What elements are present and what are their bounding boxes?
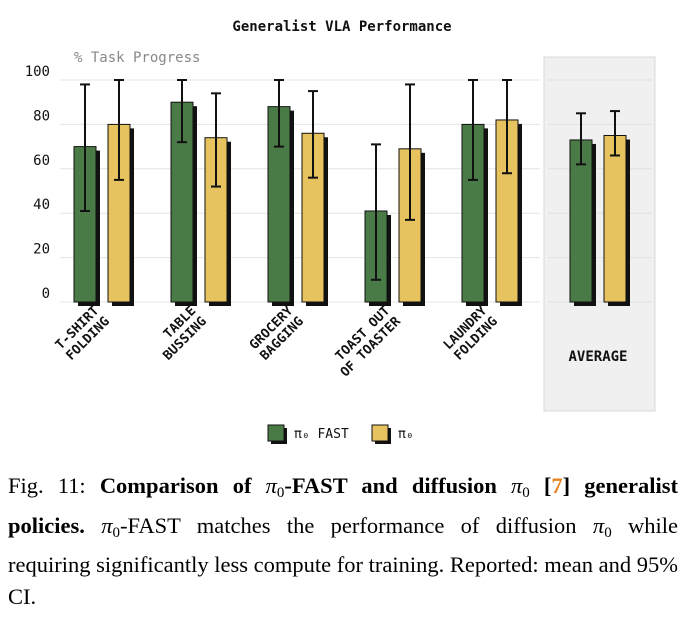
caption-text-a: -FAST matches the performance of diffusi… [120,512,577,538]
legend-label-0: π₀ FAST [294,427,349,442]
caption-pi-4: π0 [592,512,612,541]
y-axis-label: % Task Progress [74,50,200,66]
caption-text-b: while requiring significantly less compu… [8,512,679,609]
figure-caption: Fig. 11: Comparison of π0-FAST and diffu… [8,473,679,609]
caption-fig-label: Fig. 11: [8,473,86,498]
caption-bold-b: -FAST and diffusion [284,473,497,498]
caption-reference-link[interactable]: 7 [551,473,563,498]
caption-pi-3: π0 [101,512,120,541]
y-tick-label-0: 0 [42,286,50,302]
average-highlight-panel [543,56,656,412]
caption-bold-c: generalist policies. [8,473,678,538]
legend-label-1: π₀ [398,427,414,442]
y-tick-label-20: 20 [33,242,50,258]
y-tick-labels: 0 20 40 60 80 100 [25,64,50,302]
bar-chart: Generalist VLA Performance % Task Progre… [25,19,656,444]
y-tick-label-60: 60 [33,153,50,169]
chart-title: Generalist VLA Performance [232,19,451,35]
bars-layer [73,79,630,307]
legend: π₀ FAST π₀ [267,424,414,444]
grid-layer [60,79,652,303]
caption-pi-1: π0 [265,473,285,501]
caption-bold-a: Comparison of [99,473,252,498]
legend-swatch-1 [371,424,389,442]
caption-pi-2: π0 [510,473,530,501]
y-tick-label-80: 80 [33,108,50,124]
y-tick-label-100: 100 [25,64,50,80]
x-tick-label-average: AVERAGE [568,349,627,365]
legend-swatch-0 [267,424,285,442]
y-tick-label-40: 40 [33,197,50,213]
bar-s1-c5 [603,135,627,303]
